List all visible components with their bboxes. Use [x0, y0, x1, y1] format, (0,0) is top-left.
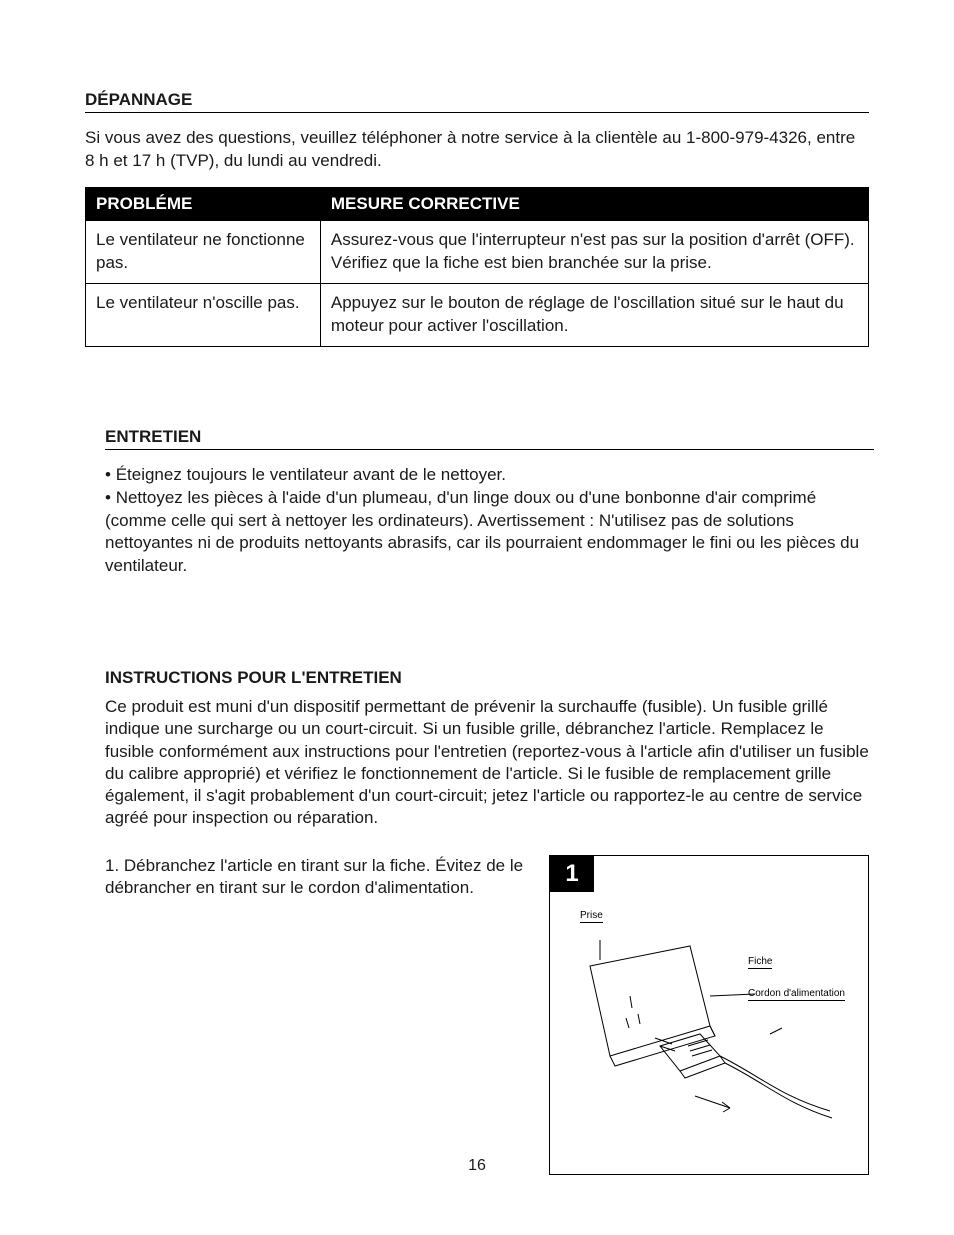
page-number: 16 — [0, 1157, 954, 1175]
cell-action: Appuyez sur le bouton de réglage de l'os… — [320, 283, 868, 346]
cell-problem: Le ventilateur ne fonctionne pas. — [86, 220, 321, 283]
figure-1: 1 — [549, 855, 869, 1175]
cell-problem: Le ventilateur n'oscille pas. — [86, 283, 321, 346]
entretien-bullet: • Éteignez toujours le ventilateur avant… — [105, 464, 869, 487]
figure-label-cordon: Cordon d'alimentation — [748, 988, 845, 999]
section-title-entretien: ENTRETIEN — [105, 427, 874, 450]
section-title-depannage: DÉPANNAGE — [85, 90, 869, 113]
table-header-problem: PROBLÉME — [86, 187, 321, 220]
bullet-text: Nettoyez les pièces à l'aide d'un plumea… — [105, 488, 859, 576]
depannage-intro: Si vous avez des questions, veuillez tél… — [85, 127, 869, 173]
step-1-text: 1. Débranchez l'article en tirant sur la… — [105, 855, 529, 899]
figure-number-badge: 1 — [550, 856, 594, 892]
table-header-action: MESURE CORRECTIVE — [320, 187, 868, 220]
plug-illustration-icon — [560, 896, 860, 1166]
table-row: Le ventilateur ne fonctionne pas. Assure… — [86, 220, 869, 283]
figure-label-prise: Prise — [580, 910, 603, 921]
bullet-text: Éteignez toujours le ventilateur avant d… — [116, 465, 506, 484]
table-row: Le ventilateur n'oscille pas. Appuyez su… — [86, 283, 869, 346]
instructions-paragraph: Ce produit est muni d'un dispositif perm… — [105, 696, 869, 829]
troubleshooting-table: PROBLÉME MESURE CORRECTIVE Le ventilateu… — [85, 187, 869, 347]
entretien-bullet: • Nettoyez les pièces à l'aide d'un plum… — [105, 487, 869, 579]
cell-action: Assurez-vous que l'interrupteur n'est pa… — [320, 220, 868, 283]
figure-label-fiche: Fiche — [748, 956, 772, 967]
section-title-instructions: INSTRUCTIONS POUR L'ENTRETIEN — [105, 668, 869, 688]
